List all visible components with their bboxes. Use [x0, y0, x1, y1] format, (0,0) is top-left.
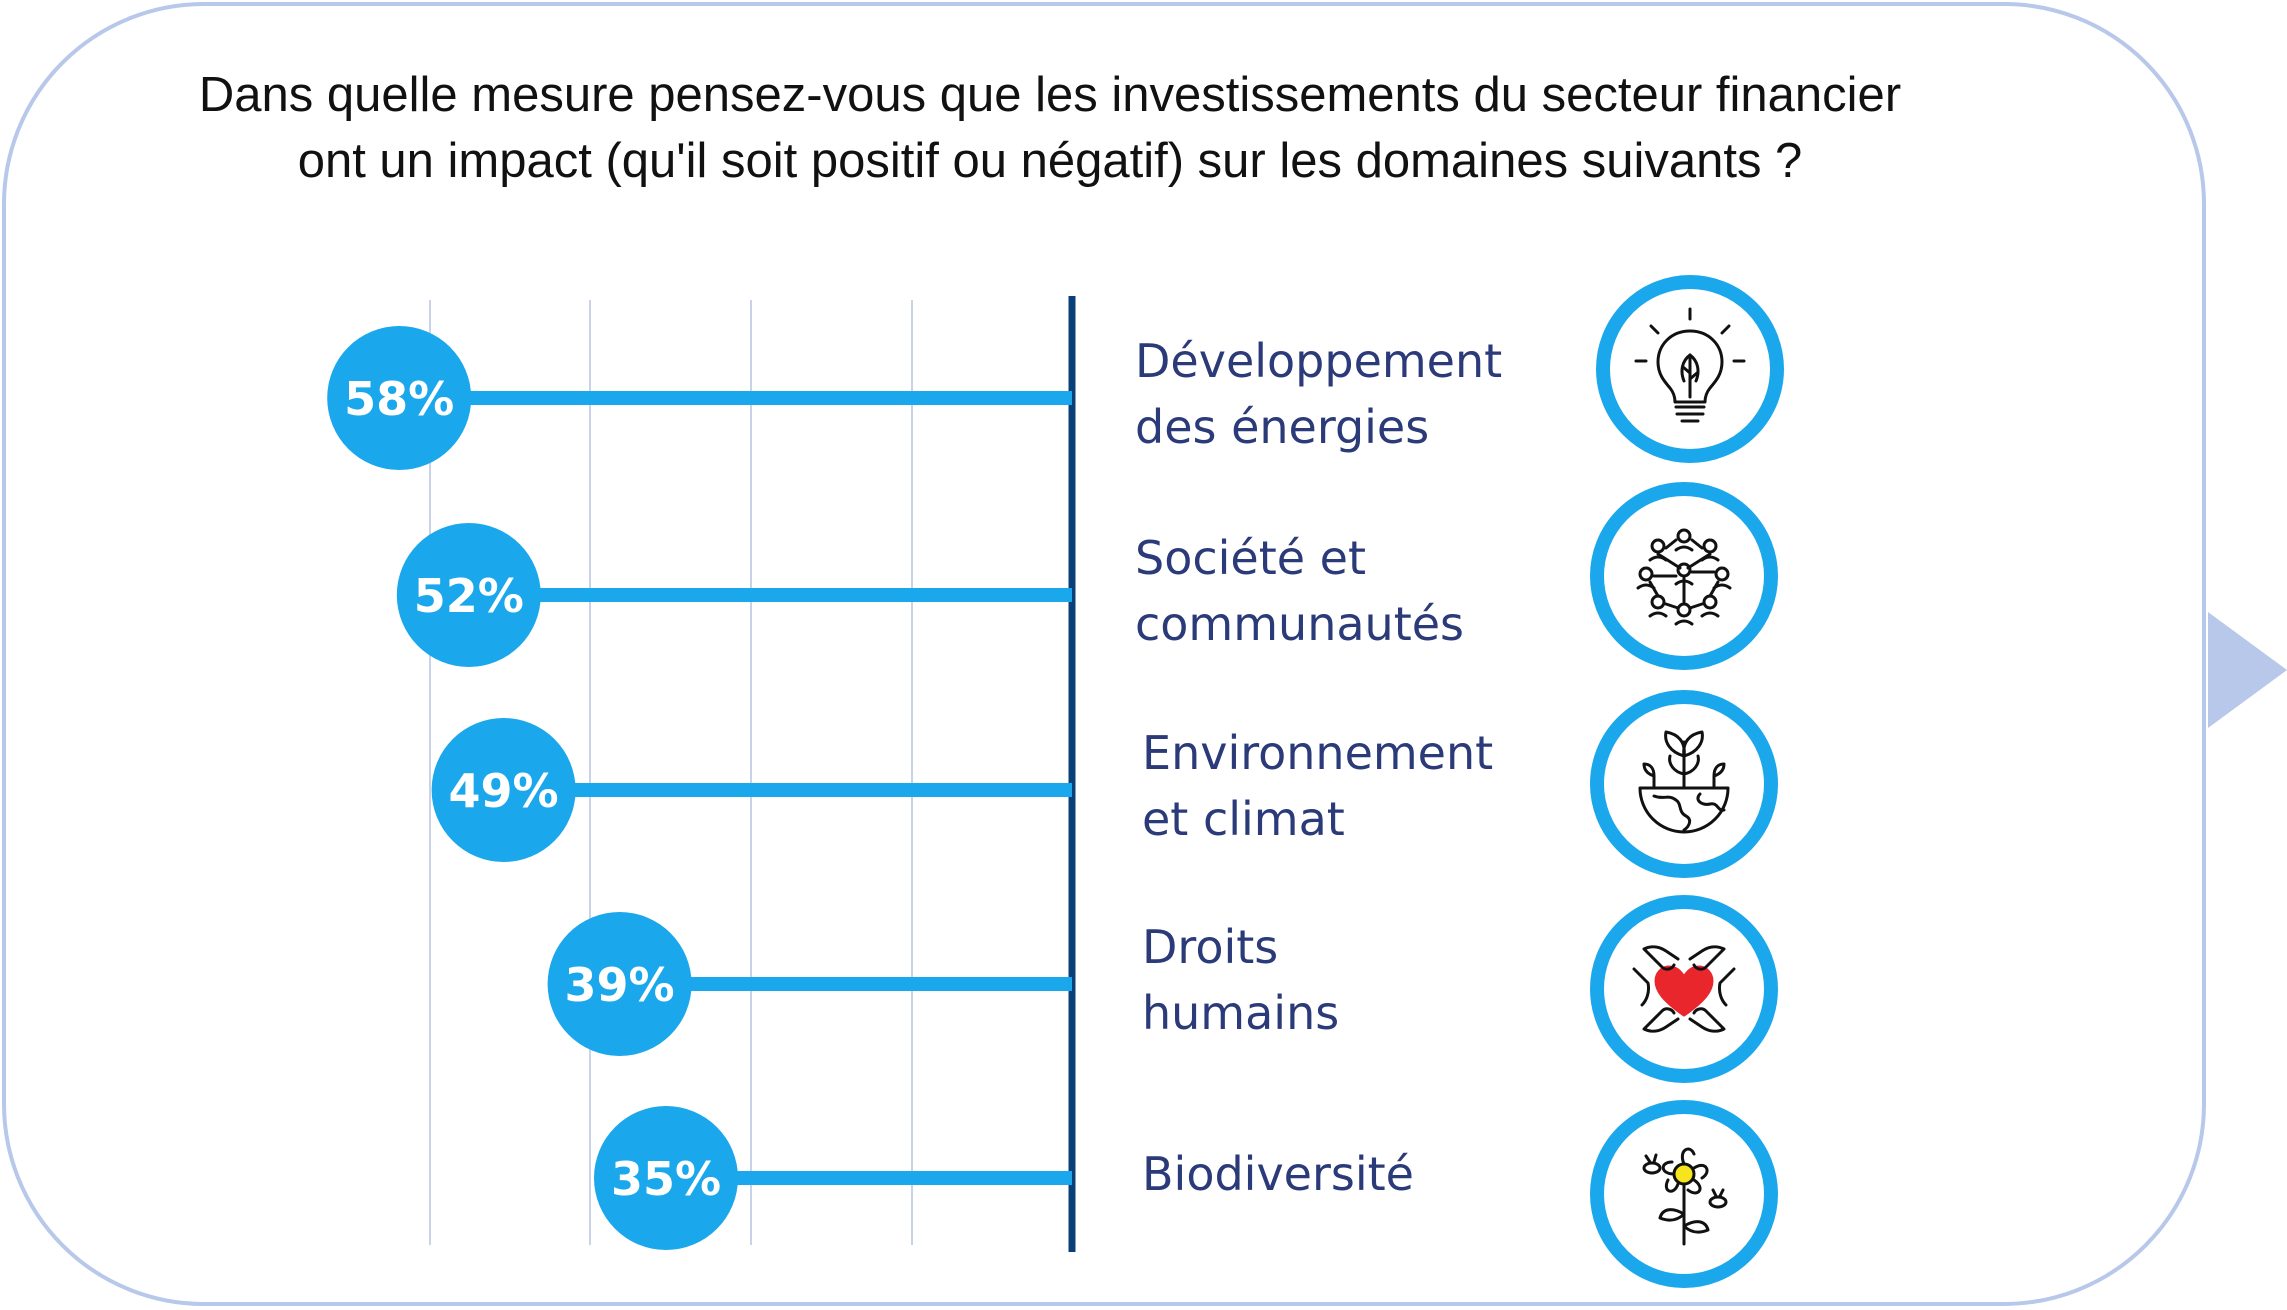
earth-plant-icon [1590, 690, 1778, 878]
category-label: Environnement et climat [1142, 726, 1494, 846]
value-label: 39% [565, 958, 675, 1012]
category-label: Développement des énergies [1135, 334, 1503, 454]
value-label: 35% [611, 1152, 721, 1206]
category-label: Biodiversité [1142, 1147, 1414, 1201]
bar-dot [327, 326, 472, 470]
value-label: 58% [344, 372, 454, 426]
value-label: 52% [414, 569, 524, 623]
bar-dot [594, 1106, 738, 1250]
hands-heart-icon [1590, 895, 1778, 1083]
title-line-1: Dans quelle mesure pensez-vous que les i… [198, 68, 1902, 122]
bar-dot [431, 718, 576, 862]
community-network-icon [1590, 482, 1778, 670]
flower-bee-icon [1590, 1100, 1778, 1288]
title-line-2: ont un impact (qu'il soit positif ou nég… [297, 134, 1803, 188]
bar-dot [547, 912, 692, 1056]
bar-dot [396, 523, 541, 667]
lightbulb-leaf-icon [1596, 275, 1784, 463]
chart-title: Dans quelle mesure pensez-vous que les i… [60, 62, 2040, 194]
value-label: 49% [449, 764, 559, 818]
category-label: Droits humains [1142, 920, 1340, 1040]
category-label: Société et communautés [1135, 531, 1465, 651]
